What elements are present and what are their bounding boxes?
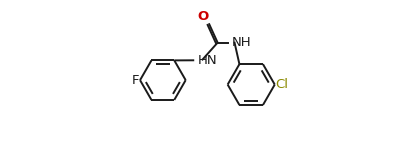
Text: O: O bbox=[197, 11, 208, 23]
Text: F: F bbox=[132, 74, 139, 87]
Text: HN: HN bbox=[198, 54, 217, 67]
Text: Cl: Cl bbox=[276, 78, 289, 91]
Text: NH: NH bbox=[231, 36, 251, 49]
